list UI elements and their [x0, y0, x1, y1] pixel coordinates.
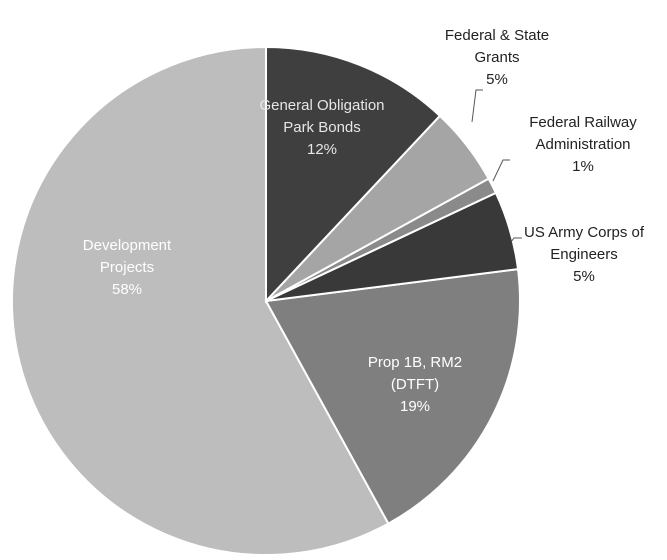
leader-line	[510, 237, 522, 243]
leader-line	[492, 159, 510, 182]
slice-label: Federal Railway Administration 1%	[508, 112, 658, 178]
slice-label: General Obligation Park Bonds 12%	[257, 95, 387, 161]
pie-slice	[11, 45, 390, 556]
leader-line	[471, 89, 483, 123]
slice-label: US Army Corps of Engineers 5%	[514, 222, 654, 288]
slice-label: Development Projects 58%	[67, 235, 187, 301]
slice-label: Prop 1B, RM2 (DTFT) 19%	[355, 352, 475, 418]
slice-label: Federal & State Grants 5%	[432, 25, 562, 91]
slice-value: 5%	[486, 71, 508, 88]
slice-value: 19%	[399, 398, 431, 415]
slice-value: 5%	[573, 268, 595, 285]
slice-name: Federal Railway Administration	[529, 114, 637, 153]
slice-name: General Obligation Park Bonds	[259, 97, 385, 136]
slice-value: 58%	[111, 281, 143, 298]
slice-name: Federal & State Grants	[444, 27, 550, 66]
slice-value: 12%	[306, 141, 338, 158]
slice-name: US Army Corps of Engineers	[523, 224, 645, 263]
pie-slice	[264, 268, 521, 525]
pie-slice	[265, 45, 442, 304]
slice-name: Prop 1B, RM2 (DTFT)	[367, 354, 463, 393]
slice-name: Development Projects	[82, 237, 172, 276]
slice-value: 1%	[572, 158, 594, 175]
